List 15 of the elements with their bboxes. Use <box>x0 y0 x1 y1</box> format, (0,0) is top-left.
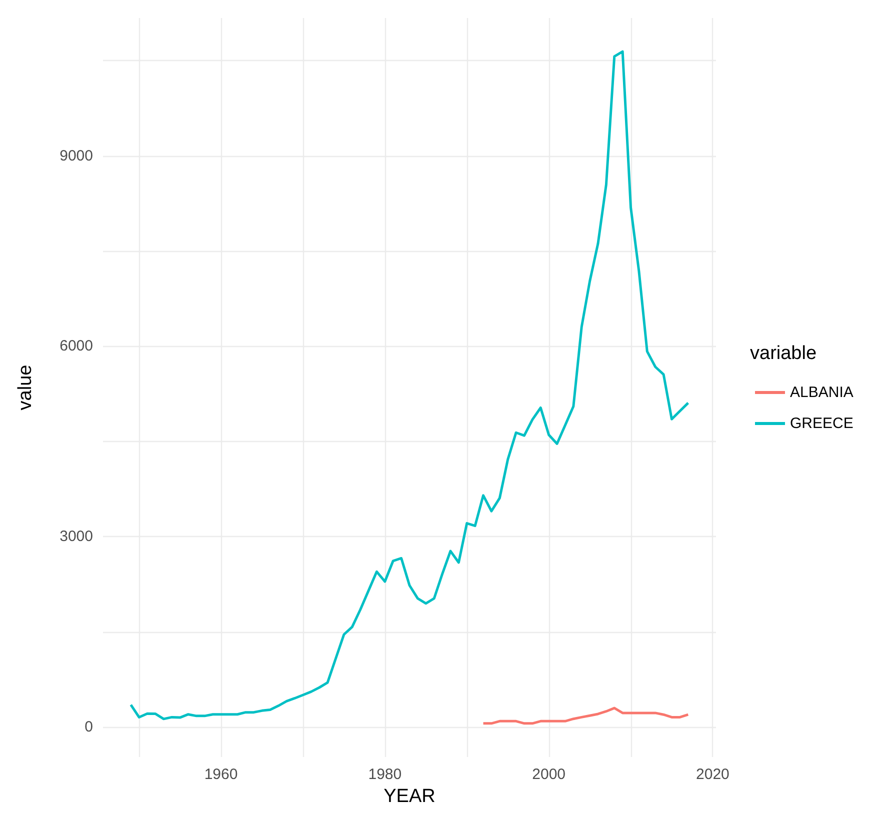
x-tick-label: 1980 <box>368 766 402 783</box>
x-axis-title: YEAR <box>384 786 436 807</box>
y-axis-title: value <box>15 364 36 410</box>
x-tick-label: 2000 <box>532 766 566 783</box>
legend-label: ALBANIA <box>790 384 854 401</box>
x-tick-label: 2020 <box>696 766 730 783</box>
x-tick-label: 1960 <box>204 766 238 783</box>
y-tick-label: 9000 <box>60 147 93 164</box>
line-series <box>130 50 690 720</box>
legend-title: variable <box>750 343 817 364</box>
line-series <box>482 706 690 725</box>
y-tick-label: 6000 <box>60 338 93 355</box>
y-tick-label: 3000 <box>60 528 93 546</box>
y-tick-label: 0 <box>84 718 93 736</box>
legend-label: GREECE <box>790 415 854 432</box>
